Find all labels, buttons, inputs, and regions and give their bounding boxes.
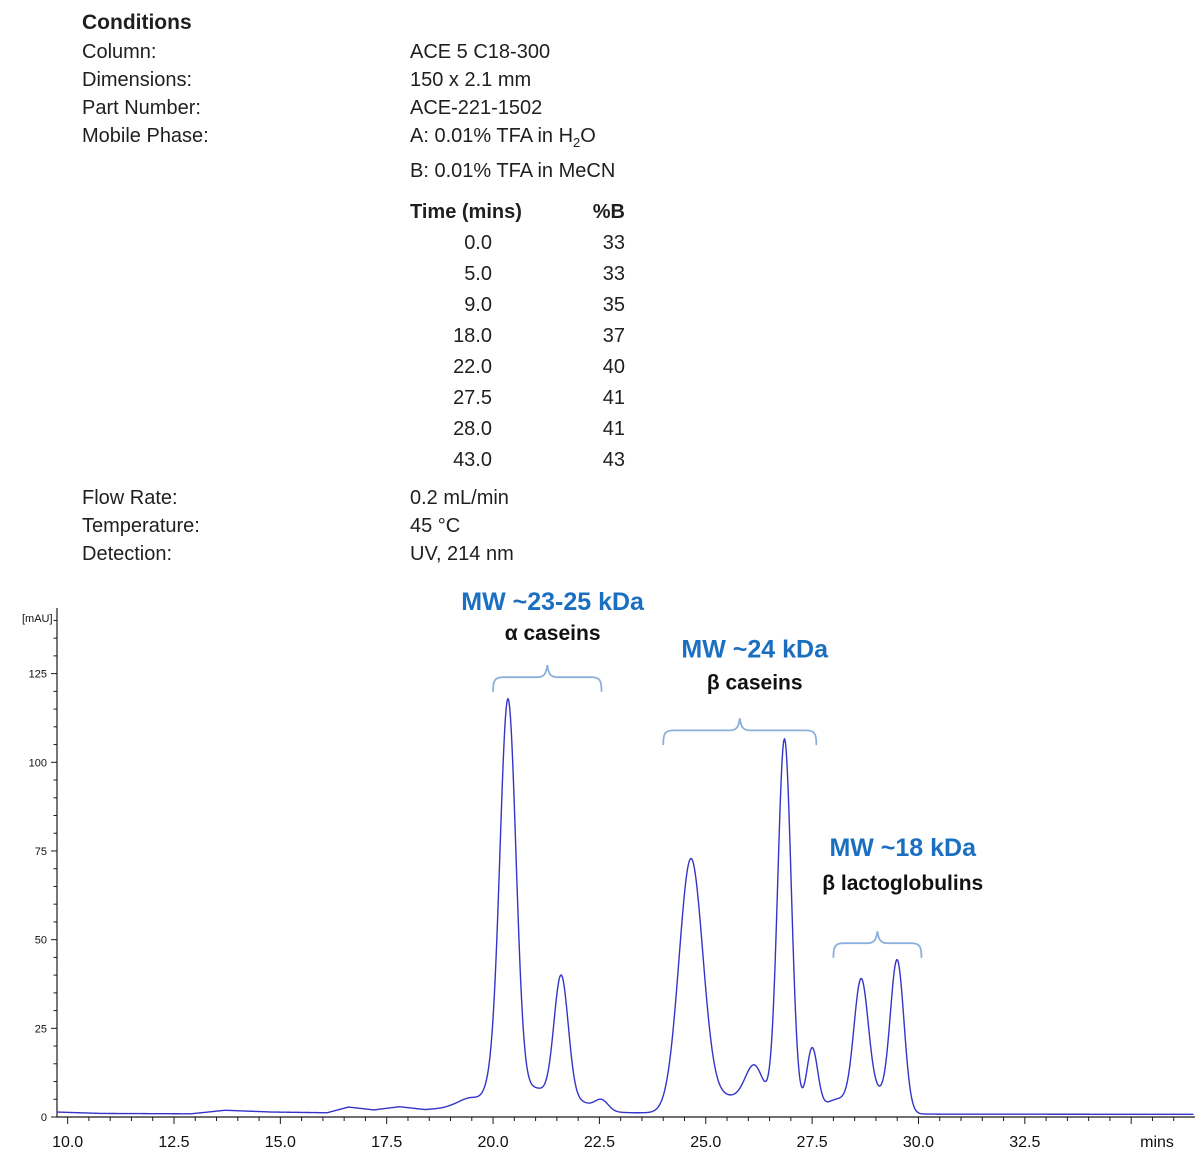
annotation-name-label: β caseins <box>707 672 803 695</box>
condition-value: ACE 5 C18-300 <box>410 41 551 63</box>
condition-value: 45 °C <box>410 515 461 537</box>
gradient-time-cell: 0.0 <box>464 232 492 254</box>
conditions-rows-2: Flow Rate: 0.2 mL/min Temperature: 45 °C Det… <box>82 484 625 568</box>
gradient-table-header: Time (mins) %B <box>410 197 625 228</box>
gradient-row: 22.0 40 <box>410 352 625 383</box>
condition-label: Column: <box>82 41 157 63</box>
chromatogram-trace <box>56 697 1194 1116</box>
condition-label: Temperature: <box>82 515 200 537</box>
annotation-mw-label: MW ~24 kDa <box>681 636 829 664</box>
x-tick-label: 12.5 <box>158 1134 189 1151</box>
condition-label: Detection: <box>82 543 173 565</box>
conditions-rows: Column: ACE 5 C18-300 Dimensions: 150 x 2.1… <box>82 38 625 185</box>
condition-row: Mobile Phase: A: 0.01% TFA in H2O <box>82 122 625 157</box>
gradient-header-time: Time (mins) <box>410 201 522 223</box>
x-tick-label: 17.5 <box>371 1134 402 1151</box>
axis-lines <box>56 608 1195 1118</box>
y-tick-label: 100 <box>29 757 47 769</box>
condition-label: Mobile Phase: <box>82 125 209 147</box>
gradient-time-cell: 28.0 <box>453 418 492 440</box>
gradient-row: 0.0 33 <box>410 228 625 259</box>
gradient-table: Time (mins) %B 0.0 33 5.0 33 9.0 35 18.0 37 22.0… <box>410 197 625 476</box>
x-tick-label: 22.5 <box>584 1134 615 1151</box>
condition-row: B: 0.01% TFA in MeCN <box>82 157 625 185</box>
condition-row: Flow Rate: 0.2 mL/min <box>82 484 625 512</box>
y-tick-label: 25 <box>35 1023 47 1035</box>
gradient-header-percent-b: %B <box>592 201 625 223</box>
condition-value: ACE-221-1502 <box>410 97 543 119</box>
gradient-time-cell: 18.0 <box>453 325 492 347</box>
annotation-mw-label: MW ~18 kDa <box>829 834 977 862</box>
condition-row: Detection: UV, 214 nm <box>82 540 625 568</box>
x-tick-label: 20.0 <box>477 1134 508 1151</box>
gradient-percent-b-cell: 40 <box>602 356 625 378</box>
x-tick-label: 25.0 <box>690 1134 721 1151</box>
annotation-name-label: β lactoglobulins <box>822 872 983 895</box>
condition-label: Flow Rate: <box>82 487 178 509</box>
conditions-block: Conditions Column: ACE 5 C18-300 Dimension… <box>82 8 625 568</box>
condition-value: 150 x 2.1 mm <box>410 69 532 91</box>
gradient-percent-b-cell: 41 <box>602 387 625 409</box>
annotation-name-label: α caseins <box>505 622 601 645</box>
x-tick-label: 32.5 <box>1009 1134 1040 1151</box>
gradient-table-body: 0.0 33 5.0 33 9.0 35 18.0 37 22.0 40 27.5 41 28.0 41 4… <box>410 228 625 476</box>
gradient-time-cell: 27.5 <box>453 387 492 409</box>
condition-row: Column: ACE 5 C18-300 <box>82 38 625 66</box>
condition-label: Dimensions: <box>82 69 193 91</box>
y-tick-label: 0 <box>41 1112 47 1124</box>
annotation-mw-label: MW ~23-25 kDa <box>461 588 645 616</box>
y-axis-unit-label: [mAU] <box>22 613 53 625</box>
condition-value: A: 0.01% TFA in H2O <box>410 125 596 150</box>
x-tick-label: 27.5 <box>797 1134 828 1151</box>
x-tick-label: 15.0 <box>265 1134 296 1151</box>
gradient-time-cell: 43.0 <box>453 449 492 471</box>
gradient-percent-b-cell: 43 <box>602 449 625 471</box>
gradient-row: 9.0 35 <box>410 290 625 321</box>
gradient-row: 18.0 37 <box>410 321 625 352</box>
x-tick-label: 30.0 <box>903 1134 934 1151</box>
y-tick-label: 125 <box>29 669 47 681</box>
peak-group-brace <box>662 718 818 746</box>
peak-group-brace <box>832 931 923 959</box>
x-tick-label: 10.0 <box>52 1134 83 1151</box>
condition-value: 0.2 mL/min <box>410 487 509 509</box>
condition-row: Dimensions: 150 x 2.1 mm <box>82 66 625 94</box>
gradient-percent-b-cell: 35 <box>602 294 625 316</box>
gradient-time-cell: 9.0 <box>464 294 492 316</box>
gradient-row: 43.0 43 <box>410 445 625 476</box>
y-tick-label: 75 <box>35 846 47 858</box>
gradient-percent-b-cell: 33 <box>602 232 625 254</box>
condition-row: Part Number: ACE-221-1502 <box>82 94 625 122</box>
y-tick-label: 50 <box>35 935 47 947</box>
condition-row: Temperature: 45 °C <box>82 512 625 540</box>
gradient-row: 28.0 41 <box>410 414 625 445</box>
gradient-row: 5.0 33 <box>410 259 625 290</box>
gradient-percent-b-cell: 37 <box>602 325 625 347</box>
gradient-percent-b-cell: 33 <box>602 263 625 285</box>
condition-label: Part Number: <box>82 97 201 119</box>
condition-value: UV, 214 nm <box>410 543 514 565</box>
peak-group-brace <box>492 665 603 693</box>
x-axis-unit-label: mins <box>1140 1134 1174 1151</box>
conditions-title: Conditions <box>82 11 192 34</box>
gradient-percent-b-cell: 41 <box>602 418 625 440</box>
gradient-time-cell: 5.0 <box>464 263 492 285</box>
gradient-time-cell: 22.0 <box>453 356 492 378</box>
condition-value: B: 0.01% TFA in MeCN <box>410 160 616 182</box>
gradient-row: 27.5 41 <box>410 383 625 414</box>
